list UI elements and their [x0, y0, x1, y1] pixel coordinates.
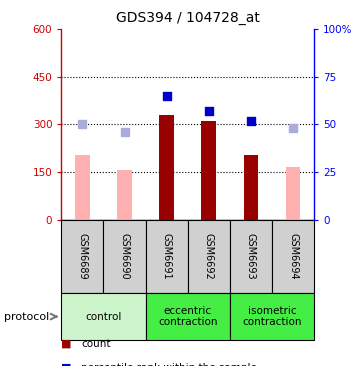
- Bar: [286, 167, 300, 220]
- Text: ■: ■: [61, 339, 72, 349]
- FancyBboxPatch shape: [230, 220, 272, 293]
- Point: [290, 125, 296, 131]
- Point: [206, 108, 212, 114]
- Text: GSM6690: GSM6690: [119, 233, 130, 280]
- Text: GSM6692: GSM6692: [204, 233, 214, 280]
- Text: isometric
contraction: isometric contraction: [242, 306, 302, 328]
- Text: count: count: [81, 339, 111, 349]
- Point: [79, 122, 85, 127]
- Bar: [75, 154, 90, 220]
- Title: GDS394 / 104728_at: GDS394 / 104728_at: [116, 11, 260, 26]
- FancyBboxPatch shape: [145, 293, 230, 340]
- Point: [122, 129, 127, 135]
- Text: GSM6691: GSM6691: [162, 233, 172, 280]
- FancyBboxPatch shape: [61, 293, 145, 340]
- Text: eccentric
contraction: eccentric contraction: [158, 306, 217, 328]
- Bar: [159, 115, 174, 220]
- FancyBboxPatch shape: [230, 293, 314, 340]
- FancyBboxPatch shape: [61, 220, 104, 293]
- Text: ■: ■: [61, 363, 72, 366]
- FancyBboxPatch shape: [145, 220, 188, 293]
- Point: [248, 118, 254, 124]
- Text: GSM6693: GSM6693: [246, 233, 256, 280]
- FancyBboxPatch shape: [188, 220, 230, 293]
- Bar: [244, 154, 258, 220]
- Text: control: control: [85, 311, 122, 322]
- Bar: [201, 121, 216, 220]
- FancyBboxPatch shape: [104, 220, 145, 293]
- Text: GSM6694: GSM6694: [288, 233, 298, 280]
- FancyBboxPatch shape: [272, 220, 314, 293]
- Point: [164, 93, 170, 99]
- Bar: [117, 171, 132, 220]
- Text: protocol: protocol: [4, 311, 49, 322]
- Text: percentile rank within the sample: percentile rank within the sample: [81, 363, 257, 366]
- Text: GSM6689: GSM6689: [77, 233, 87, 280]
